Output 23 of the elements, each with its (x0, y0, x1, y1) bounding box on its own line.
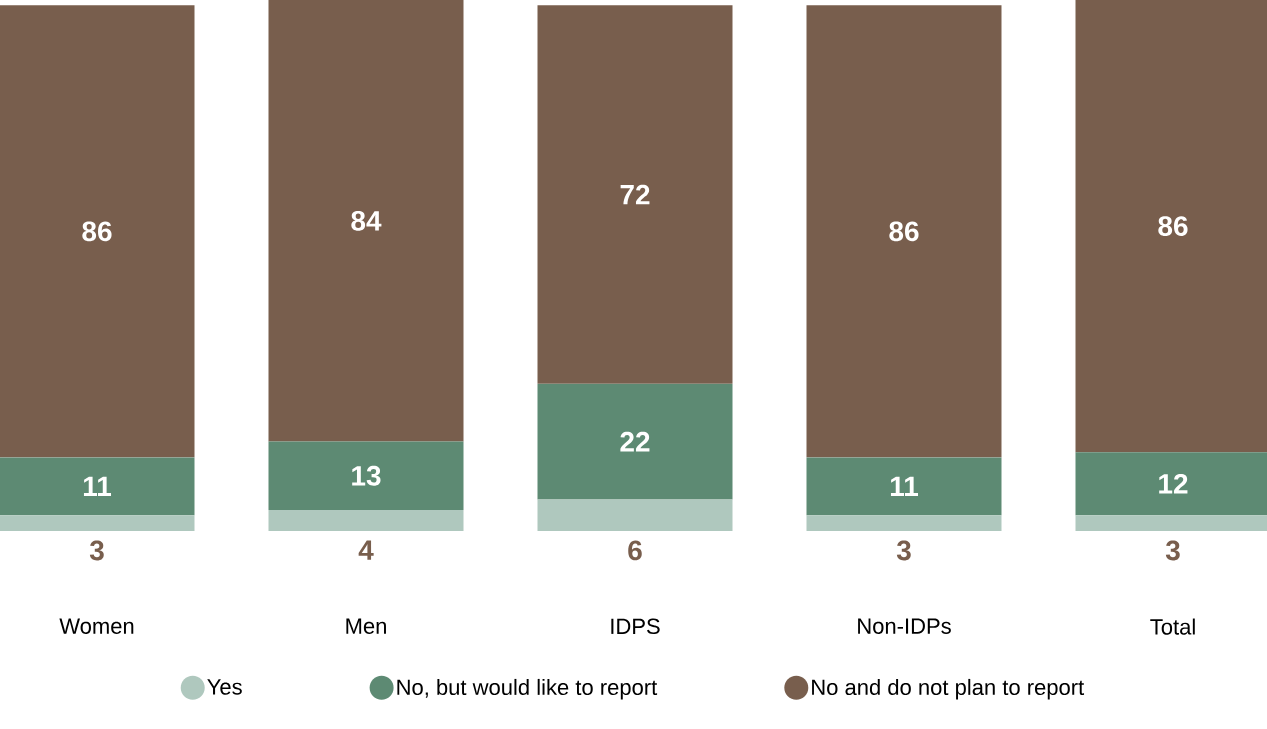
legend-label: No, but would like to report (397, 678, 658, 700)
data-label: 86 (1158, 216, 1188, 236)
data-label: 12 (1159, 473, 1188, 494)
x-tick-label: Women (59, 618, 134, 634)
legend-label: Yes (207, 679, 242, 695)
x-tick-label: IDPS (611, 618, 660, 635)
data-label: 22 (620, 431, 650, 452)
data-label: 86 (82, 221, 112, 242)
x-tick-label: Total (1150, 618, 1195, 635)
data-label: 11 (83, 476, 112, 496)
data-label: 13 (352, 465, 381, 486)
data-label: 84 (351, 210, 382, 231)
data-label: 6 (628, 540, 642, 561)
data-label: 4 (358, 540, 374, 560)
data-label: 72 (620, 184, 650, 205)
data-label: 3 (89, 540, 104, 561)
data-label: 3 (896, 540, 911, 561)
x-tick-label: Men (346, 618, 386, 634)
data-label: 11 (890, 476, 919, 496)
legend-label: No and do not plan to report (812, 678, 1085, 700)
x-tick-label: Non-IDPs (858, 618, 951, 634)
data-label: 3 (1165, 540, 1180, 561)
data-label: 86 (889, 221, 919, 242)
